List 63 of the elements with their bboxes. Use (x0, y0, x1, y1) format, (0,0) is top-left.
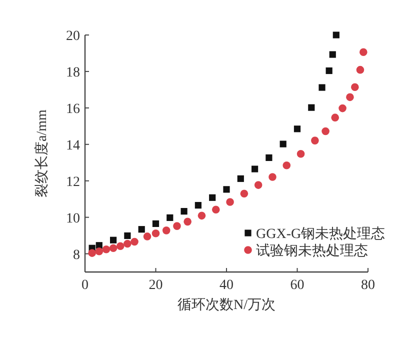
x-tick-label: 40 (220, 278, 234, 293)
x-tick-label: 20 (148, 278, 163, 293)
point (254, 181, 262, 189)
point (296, 150, 305, 158)
x-tick-label: 80 (361, 278, 375, 293)
point (180, 208, 188, 215)
y-tick-label: 10 (66, 211, 80, 226)
point (194, 202, 202, 209)
point (252, 166, 258, 172)
point (280, 140, 286, 148)
point (268, 173, 276, 181)
point (332, 32, 340, 38)
point (326, 67, 332, 74)
y-axis-title: 裂纹长度a/mm (34, 109, 50, 198)
point (124, 240, 132, 248)
legend-label: 试验钢未热处理态 (256, 243, 368, 259)
point (173, 222, 181, 230)
point (329, 51, 336, 58)
point (130, 238, 138, 246)
point (143, 232, 152, 240)
point (266, 154, 272, 161)
point (138, 226, 145, 233)
point (198, 212, 206, 220)
point (212, 206, 220, 214)
point (124, 232, 131, 240)
point (209, 194, 216, 201)
point (237, 175, 244, 182)
point (110, 236, 117, 244)
point (331, 114, 339, 122)
point (223, 186, 230, 193)
x-tick-label: 60 (290, 278, 304, 293)
point (311, 136, 319, 144)
y-tick-label: 18 (66, 65, 80, 80)
point (152, 229, 160, 238)
y-tick-label: 8 (73, 248, 80, 263)
point (322, 127, 330, 136)
point (308, 104, 315, 111)
point (351, 83, 359, 92)
y-tick-label: 20 (66, 29, 80, 44)
point (294, 126, 301, 132)
point (318, 84, 326, 91)
point (338, 104, 346, 112)
x-tick-label: 0 (82, 278, 88, 293)
point (184, 218, 192, 226)
point (240, 190, 248, 198)
y-tick-label: 14 (66, 138, 80, 154)
point (162, 226, 170, 234)
point (356, 66, 364, 74)
point (360, 48, 368, 56)
x-axis-title: 循环次数N/万次 (178, 297, 276, 313)
y-tick-label: 12 (66, 174, 80, 190)
point (282, 161, 291, 170)
point (166, 214, 174, 221)
point (95, 248, 104, 256)
point (102, 245, 110, 254)
legend-label: GGX-G钢未热处理态 (256, 226, 386, 242)
point (88, 249, 96, 257)
point (109, 244, 118, 252)
y-tick-label: 16 (66, 102, 80, 117)
point (116, 242, 124, 250)
point (152, 220, 160, 227)
point (346, 93, 354, 102)
point (226, 198, 234, 206)
